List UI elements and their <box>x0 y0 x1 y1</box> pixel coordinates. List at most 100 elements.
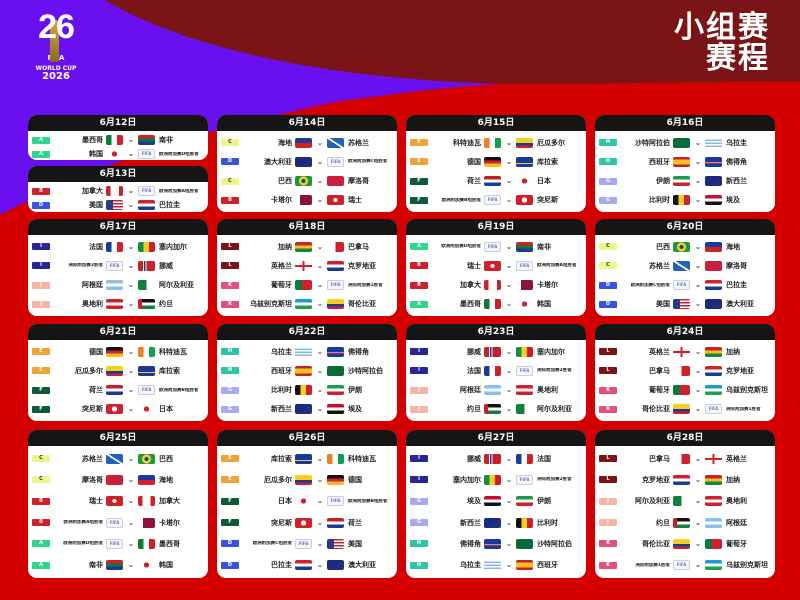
match-row[interactable]: J 约旦 ⌄ 阿根廷 <box>595 516 775 530</box>
away-flag-icon <box>705 280 722 291</box>
match-row[interactable]: I 挪威 ⌄ 法国 <box>406 452 586 466</box>
match-row[interactable]: A 欧洲附加赛D组胜者 FIFA ⌄ 墨西哥 <box>28 537 208 551</box>
match-row[interactable]: I 挪威 ⌄ 塞内加尔 <box>406 345 586 359</box>
match-row[interactable]: B 瑞士 ⌄ 加拿大 <box>28 494 208 508</box>
vs-chevron-icon: ⌄ <box>316 260 324 270</box>
match-row[interactable]: I 洲际附加赛2胜者 FIFA ⌄ 挪威 <box>28 259 208 273</box>
match-row[interactable]: L 英格兰 ⌄ 加纳 <box>595 345 775 359</box>
group-badge: I <box>410 455 428 463</box>
match-row[interactable]: H 沙特阿拉伯 ⌄ 乌拉圭 <box>595 136 775 150</box>
vs-chevron-icon: ⌄ <box>505 195 513 205</box>
match-row[interactable]: G 埃及 ⌄ 伊朗 <box>406 494 586 508</box>
match-row[interactable]: B 加拿大 ⌄ 卡塔尔 <box>406 278 586 292</box>
day-card-date: 6月21日 <box>28 324 208 340</box>
home-team: 挪威 <box>467 454 481 463</box>
match-row[interactable]: F 荷兰 ⌄ 日本 <box>406 174 586 188</box>
match-row[interactable]: B 瑞士 ⌄ FIFA 欧洲附加赛A组胜者 <box>406 259 586 273</box>
match-row[interactable]: L 克罗地亚 ⌄ 加纳 <box>595 473 775 487</box>
match-row[interactable]: B 欧洲附加赛A组胜者 FIFA ⌄ 卡塔尔 <box>28 516 208 530</box>
match-row[interactable]: C 摩洛哥 ⌄ 海地 <box>28 473 208 487</box>
match-row[interactable]: E 厄瓜多尔 ⌄ 库拉索 <box>28 364 208 378</box>
home-team: 阿根廷 <box>82 281 103 290</box>
match-row[interactable]: D 欧洲附加赛C组胜者 FIFA ⌄ 美国 <box>217 537 397 551</box>
match-row[interactable]: K 葡萄牙 ⌄ 乌兹别克斯坦 <box>595 383 775 397</box>
away-flag-icon <box>138 200 155 210</box>
home-flag-icon <box>673 156 690 167</box>
match-row[interactable]: H 西班牙 ⌄ 沙特阿拉伯 <box>217 364 397 378</box>
match-row[interactable]: F 突尼斯 ⌄ 荷兰 <box>217 516 397 530</box>
match-row[interactable]: I 塞内加尔 ⌄ FIFA 洲际附加赛2胜者 <box>406 473 586 487</box>
match-row[interactable]: A 韩国 ⌄ FIFA 欧洲附加赛D组胜者 <box>28 147 208 160</box>
day-card: 6月16日 H 沙特阿拉伯 ⌄ 乌拉圭 H 西班牙 ⌄ 佛得角 G 伊朗 ⌄ 新西兰 G 比利时 ⌄ 埃及 <box>595 115 775 212</box>
home-team: 阿尔及利亚 <box>635 497 670 506</box>
match-row[interactable]: K 葡萄牙 ⌄ FIFA 洲际附加赛1胜者 <box>217 278 397 292</box>
match-row[interactable]: H 佛得角 ⌄ 沙特阿拉伯 <box>406 537 586 551</box>
match-row[interactable]: D 美国 ⌄ 巴拉圭 <box>28 198 208 212</box>
away-team: 韩国 <box>537 300 551 309</box>
match-row[interactable]: A 墨西哥 ⌄ 韩国 <box>406 297 586 311</box>
home-flag-icon <box>484 404 501 415</box>
match-row[interactable]: F 突尼斯 ⌄ 日本 <box>28 402 208 416</box>
match-row[interactable]: I 法国 ⌄ FIFA 洲际附加赛2胜者 <box>406 364 586 378</box>
match-row[interactable]: J 阿根廷 ⌄ 阿尔及利亚 <box>28 278 208 292</box>
match-row[interactable]: J 阿尔及利亚 ⌄ 奥地利 <box>595 494 775 508</box>
match-row[interactable]: A 墨西哥 ⌄ 南非 <box>28 133 208 147</box>
match-row[interactable]: G 比利时 ⌄ 伊朗 <box>217 383 397 397</box>
match-row[interactable]: C 海地 ⌄ 苏格兰 <box>217 136 397 150</box>
match-row[interactable]: F 荷兰 ⌄ FIFA 欧洲附加赛B组胜者 <box>28 383 208 397</box>
match-row[interactable]: D 澳大利亚 ⌄ FIFA 欧洲附加赛C组胜者 <box>217 155 397 169</box>
match-row[interactable]: E 科特迪瓦 ⌄ 厄瓜多尔 <box>406 136 586 150</box>
match-row[interactable]: H 乌拉圭 ⌄ 佛得角 <box>217 345 397 359</box>
away-flag-icon <box>516 299 533 310</box>
match-row[interactable]: C 苏格兰 ⌄ 摩洛哥 <box>595 259 775 273</box>
match-row[interactable]: H 西班牙 ⌄ 佛得角 <box>595 155 775 169</box>
match-row[interactable]: J 约旦 ⌄ 阿尔及利亚 <box>406 402 586 416</box>
match-row[interactable]: E 厄瓜多尔 ⌄ 德国 <box>217 473 397 487</box>
match-row[interactable]: E 德国 ⌄ 科特迪瓦 <box>28 345 208 359</box>
match-row[interactable]: G 新西兰 ⌄ 比利时 <box>406 516 586 530</box>
match-row[interactable]: C 苏格兰 ⌄ 巴西 <box>28 452 208 466</box>
match-row[interactable]: L 加纳 ⌄ 巴拿马 <box>217 240 397 254</box>
group-badge: K <box>599 540 617 548</box>
match-row[interactable]: B 加拿大 ⌄ FIFA 欧洲附加赛A组胜者 <box>28 184 208 198</box>
match-row[interactable]: D 美国 ⌄ 澳大利亚 <box>595 297 775 311</box>
away-team: 科特迪瓦 <box>348 454 376 463</box>
match-row[interactable]: I 法国 ⌄ 塞内加尔 <box>28 240 208 254</box>
match-row[interactable]: G 新西兰 ⌄ 埃及 <box>217 402 397 416</box>
match-row[interactable]: D 欧洲附加赛C组胜者 FIFA ⌄ 巴拉圭 <box>595 278 775 292</box>
group-badge: J <box>410 405 428 413</box>
match-row[interactable]: B 卡塔尔 ⌄ 瑞士 <box>217 193 397 207</box>
match-row[interactable]: A 南非 ⌄ 韩国 <box>28 558 208 572</box>
match-row[interactable]: F 日本 ⌄ FIFA 欧洲附加赛B组胜者 <box>217 494 397 508</box>
home-team: 荷兰 <box>89 386 103 395</box>
match-row[interactable]: L 英格兰 ⌄ 克罗地亚 <box>217 259 397 273</box>
match-row[interactable]: L 巴拿马 ⌄ 英格兰 <box>595 452 775 466</box>
match-row[interactable]: G 比利时 ⌄ 埃及 <box>595 193 775 207</box>
group-badge: I <box>410 367 428 375</box>
match-row[interactable]: L 巴拿马 ⌄ 克罗地亚 <box>595 364 775 378</box>
home-flag-icon <box>673 176 690 187</box>
match-row[interactable]: J 阿根廷 ⌄ 奥地利 <box>406 383 586 397</box>
away-team: 奥地利 <box>537 386 558 395</box>
match-row[interactable]: A 欧洲附加赛D组胜者 FIFA ⌄ 南非 <box>406 240 586 254</box>
fifa-placeholder-icon: FIFA <box>705 404 722 415</box>
match-row[interactable]: C 巴西 ⌄ 摩洛哥 <box>217 174 397 188</box>
match-row[interactable]: K 洲际附加赛1胜者 FIFA ⌄ 乌兹别克斯坦 <box>595 558 775 572</box>
home-flag-icon <box>106 299 123 310</box>
match-row[interactable]: K 哥伦比亚 ⌄ FIFA 洲际附加赛1胜者 <box>595 402 775 416</box>
away-flag-icon <box>705 517 722 528</box>
match-row[interactable]: E 库拉索 ⌄ 科特迪瓦 <box>217 452 397 466</box>
away-flag-icon <box>138 453 155 464</box>
match-row[interactable]: F 欧洲附加赛B组胜者 FIFA ⌄ 突尼斯 <box>406 193 586 207</box>
match-row[interactable]: G 伊朗 ⌄ 新西兰 <box>595 174 775 188</box>
match-row[interactable]: C 巴西 ⌄ 海地 <box>595 240 775 254</box>
group-badge: K <box>599 561 617 569</box>
match-row[interactable]: H 乌拉圭 ⌄ 西班牙 <box>406 558 586 572</box>
home-flag-icon <box>106 474 123 485</box>
match-row[interactable]: D 巴拉圭 ⌄ 澳大利亚 <box>217 558 397 572</box>
match-row[interactable]: E 德国 ⌄ 库拉索 <box>406 155 586 169</box>
match-row[interactable]: K 哥伦比亚 ⌄ 葡萄牙 <box>595 537 775 551</box>
away-team: 加纳 <box>726 475 740 484</box>
match-row[interactable]: K 乌兹别克斯坦 ⌄ 哥伦比亚 <box>217 297 397 311</box>
match-row[interactable]: J 奥地利 ⌄ 约旦 <box>28 297 208 311</box>
